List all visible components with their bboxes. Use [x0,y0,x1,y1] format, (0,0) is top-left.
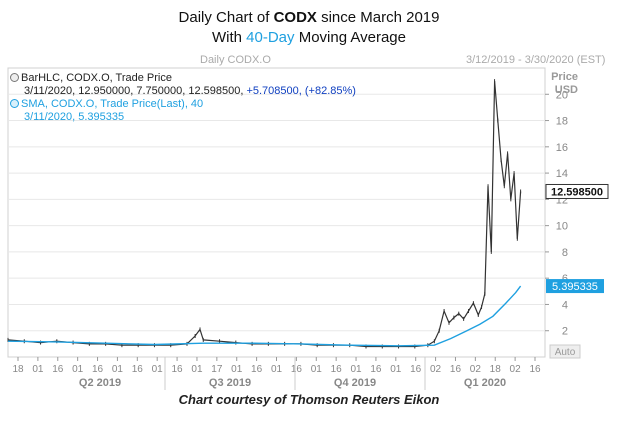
x-tick-label: 01 [191,364,203,375]
legend-sma-row[interactable]: SMA, CODX.O, Trade Price(Last), 40 [10,98,356,111]
legend-sma-values-row: 3/11/2020, 5.395335 [10,111,356,124]
last-price-label: 12.598500 [551,186,603,198]
x-quarter-label: Q3 2019 [209,377,251,389]
sma-series-line [7,285,522,347]
y-axis-title: USD [555,84,578,96]
x-quarter-label: Q4 2019 [334,377,376,389]
subtitle-suffix: Moving Average [294,29,406,46]
last-sma-tag [546,279,604,294]
date-range: 3/12/2019 - 3/30/2020 (EST) [466,54,606,66]
x-tick-label: 16 [251,364,263,375]
legend-bar-label: BarHLC, CODX.O, Trade Price [21,72,172,84]
x-tick-label: 16 [370,364,382,375]
title-ticker: CODX [273,9,317,26]
last-sma-label: 5.395335 [552,281,598,293]
x-tick-label: 01 [231,364,243,375]
y-tick-label: 14 [556,168,568,180]
legend-sma-values: 3/11/2020, 5.395335 [24,111,125,123]
x-tick-label: 18 [490,364,502,375]
x-tick-label: 16 [450,364,462,375]
legend-sma-label: SMA, CODX.O, Trade Price(Last), 40 [21,98,204,110]
chart-credit: Chart courtesy of Thomson Reuters Eikon [178,392,440,407]
x-tick-label: 16 [410,364,422,375]
legend-bar-values-row: 3/11/2020, 12.950000, 7.750000, 12.59850… [10,85,356,98]
y-tick-label: 8 [562,247,568,259]
legend-bar-values: 3/11/2020, 12.950000, 7.750000, 12.59850… [24,85,244,97]
x-quarter-label: Q2 2019 [79,377,121,389]
title-line-1: Daily Chart of CODX since March 2019 [0,8,618,28]
legend-bar-change: +5.708500, (+82.85%) [246,85,356,97]
subtitle-accent: 40-Day [246,29,295,46]
x-tick-label: 02 [430,364,442,375]
legend-bar-row[interactable]: BarHLC, CODX.O, Trade Price [10,72,356,85]
x-tick-label: 01 [311,364,323,375]
x-tick-label: 16 [291,364,303,375]
subtitle-prefix: With [212,29,247,46]
y-tick-label: 4 [562,299,568,311]
y-tick-label: 2 [562,326,568,338]
y-tick-label: 20 [556,89,568,101]
x-tick-label: 01 [32,364,44,375]
x-tick-label: 01 [72,364,84,375]
x-tick-label: 01 [271,364,283,375]
y-tick-label: 10 [556,221,568,233]
title-suffix: since March 2019 [316,9,440,26]
x-tick-label: 01 [390,364,402,375]
sma-settings-icon[interactable] [10,99,19,108]
y-axis-title: Price [551,71,578,83]
x-tick-label: 16 [92,364,104,375]
x-tick-label: 01 [152,364,164,375]
auto-scale-label: Auto [555,347,576,358]
x-tick-label: 18 [12,364,24,375]
chart-title: Daily Chart of CODX since March 2019 Wit… [0,8,618,48]
series-settings-icon[interactable] [10,73,19,82]
price-series-line [7,81,522,348]
legend: BarHLC, CODX.O, Trade Price 3/11/2020, 1… [10,72,356,124]
x-tick-label: 02 [510,364,522,375]
x-quarter-label: Q1 2020 [464,377,506,389]
x-tick-label: 01 [350,364,362,375]
title-prefix: Daily Chart of [178,9,274,26]
panel-title: Daily CODX.O [200,54,271,66]
x-tick-label: 16 [52,364,64,375]
x-tick-label: 01 [112,364,124,375]
x-tick-label: 02 [470,364,482,375]
auto-scale-box [549,344,581,359]
y-tick-label: 18 [556,116,568,128]
x-tick-label: 16 [331,364,343,375]
x-tick-label: 16 [529,364,541,375]
title-line-2: With 40-Day Moving Average [0,28,618,48]
x-tick-label: 16 [132,364,144,375]
last-price-tag [545,183,609,199]
x-tick-label: 17 [211,364,223,375]
y-tick-label: 16 [556,142,568,154]
x-tick-label: 16 [172,364,184,375]
